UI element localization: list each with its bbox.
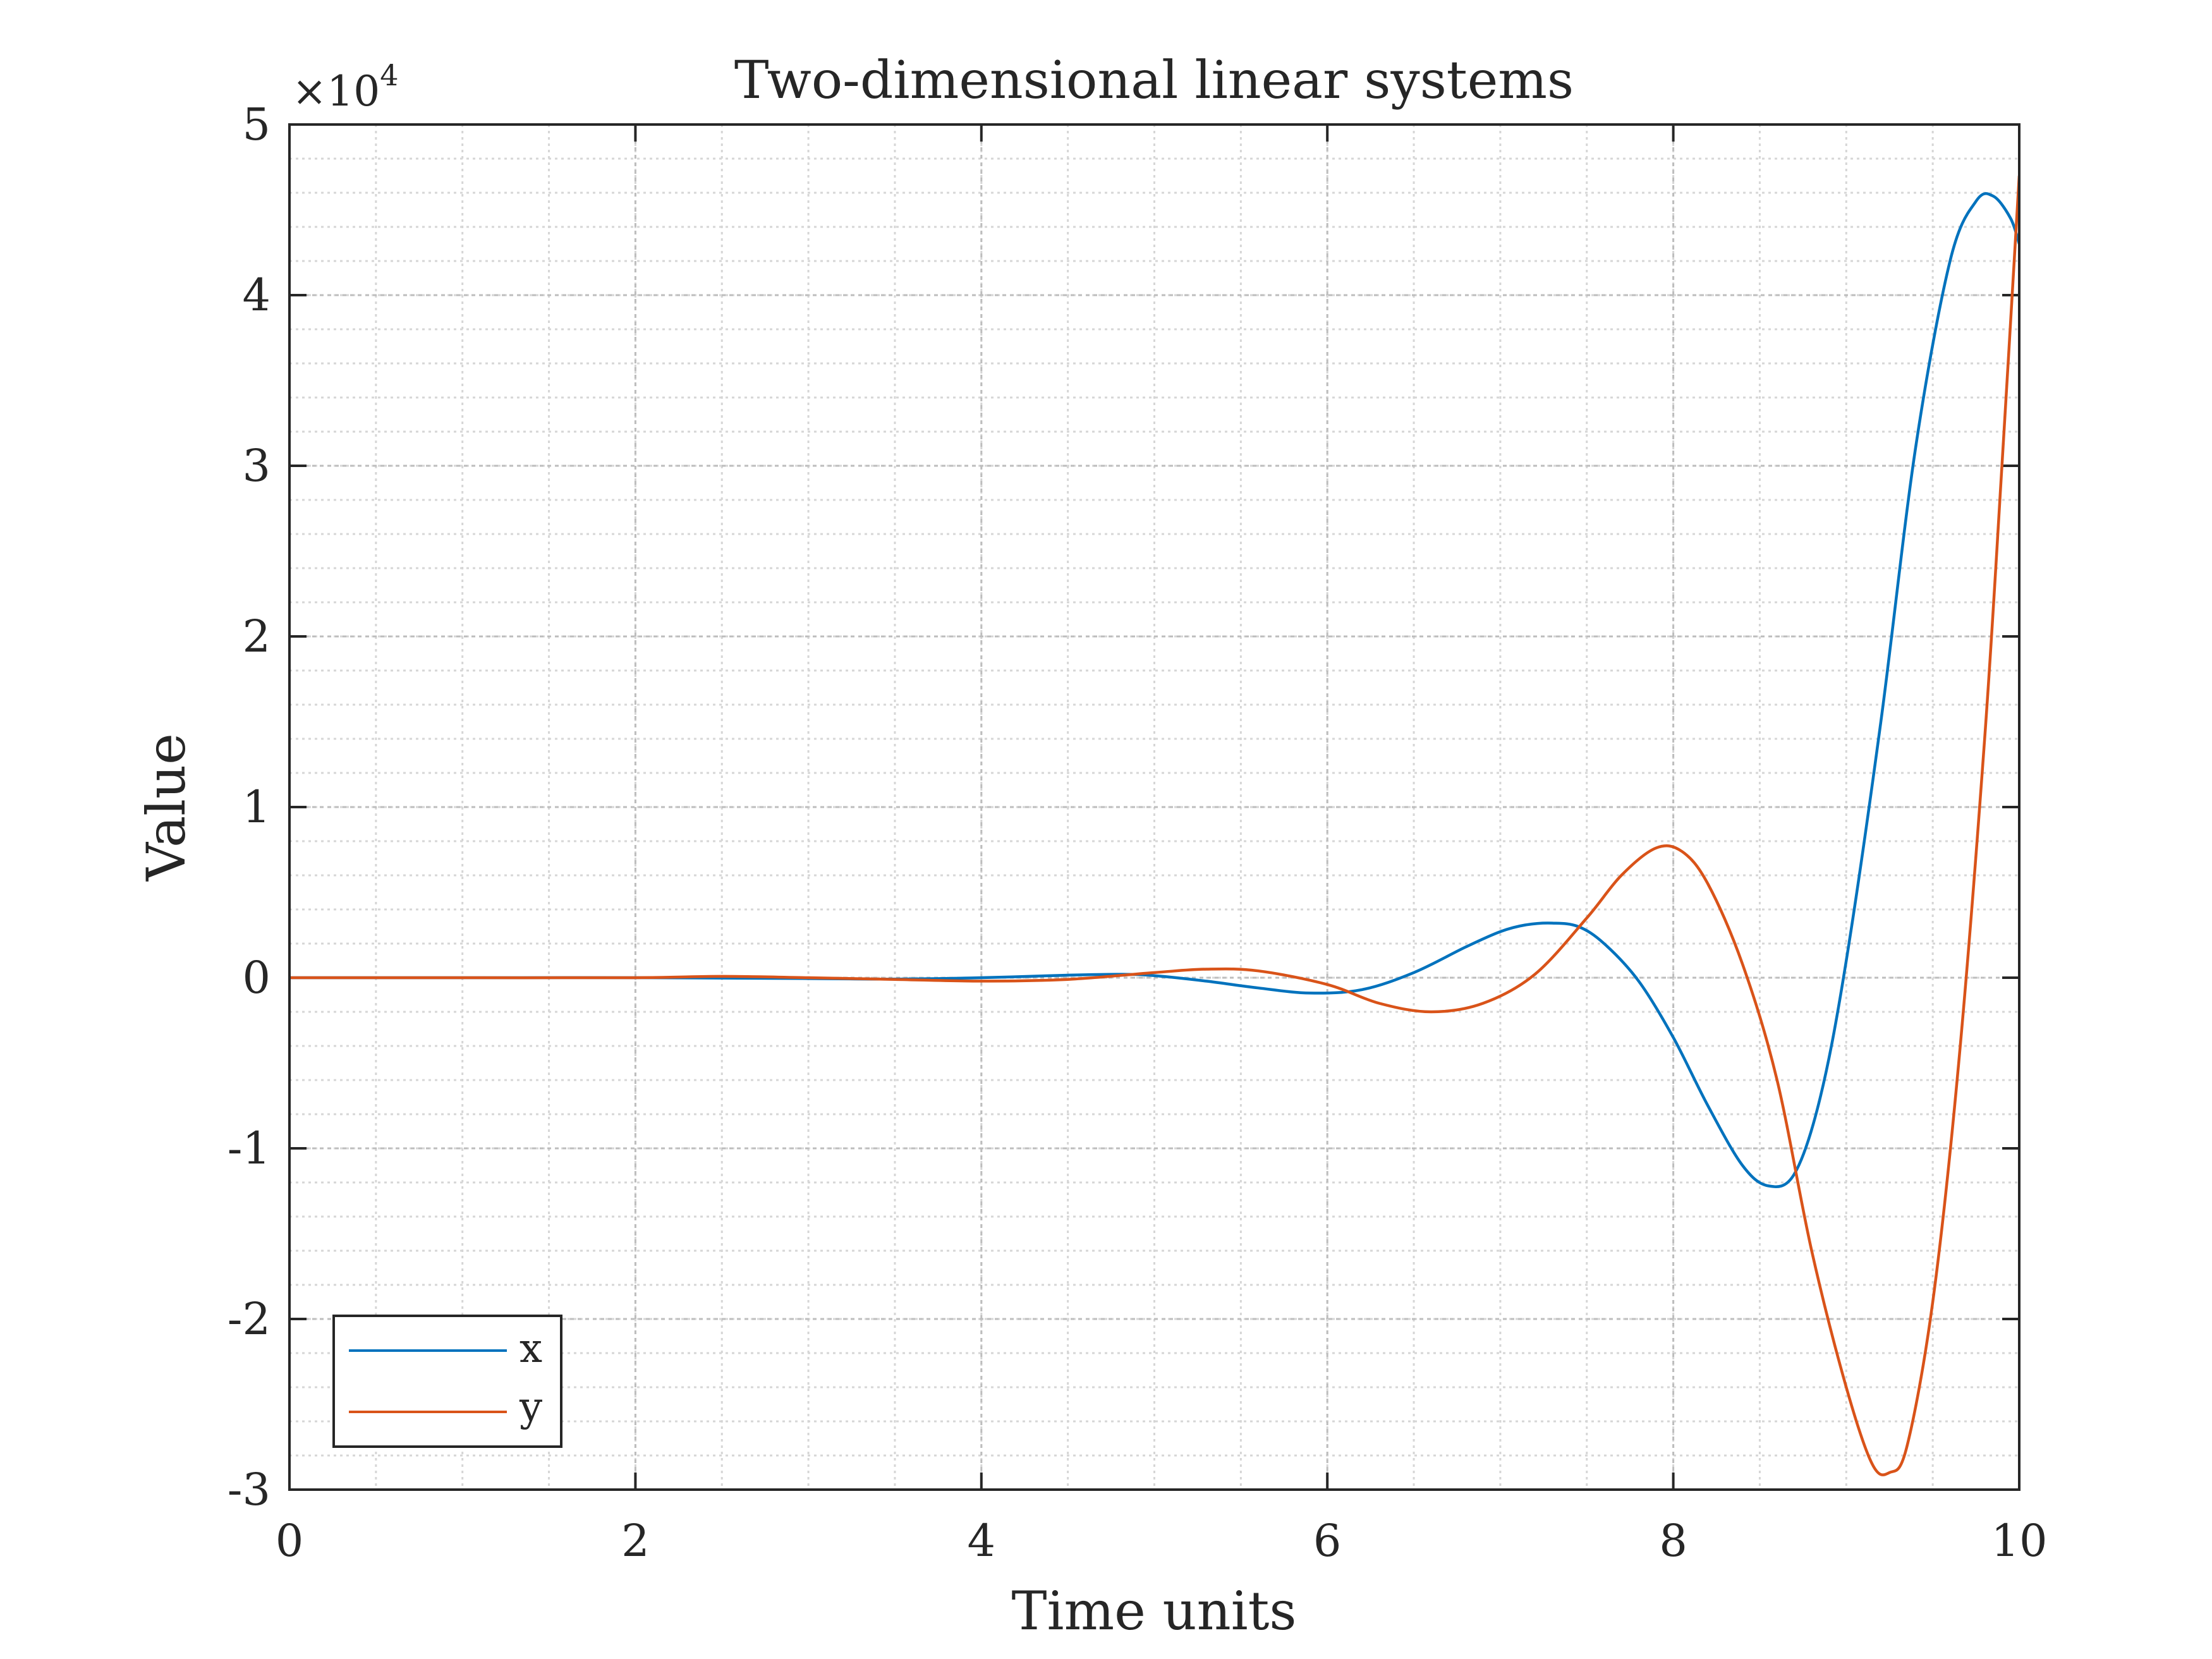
legend-label-y: y — [519, 1384, 542, 1431]
legend-box — [332, 1315, 562, 1448]
x-tick-label: 8 — [1659, 1515, 1687, 1567]
tick-labels: 0 2 4 6 8 10 -3 -2 -1 0 1 2 3 4 5 — [228, 99, 2048, 1567]
legend-label-x: x — [520, 1325, 542, 1372]
plot-frame — [288, 123, 2021, 1491]
y-tick-label: 4 — [242, 269, 270, 321]
y-tick-label: 1 — [242, 781, 270, 833]
multiplier-base: ×10 — [292, 67, 380, 116]
chart-title: Two-dimensional linear systems — [734, 51, 1574, 111]
y-tick-label: 0 — [242, 952, 270, 1004]
series-line-y — [289, 175, 2019, 1476]
multiplier-exponent: 4 — [380, 58, 398, 92]
x-tick-label: 4 — [968, 1515, 996, 1567]
y-tick-label: -3 — [228, 1464, 270, 1516]
y-tick-label: 3 — [242, 440, 270, 492]
y-tick-label: 5 — [242, 99, 270, 150]
x-tick-label: 2 — [621, 1515, 650, 1567]
y-tick-label: -2 — [228, 1293, 270, 1345]
grid — [289, 125, 2019, 1490]
x-tick-label: 6 — [1313, 1515, 1342, 1567]
x-tick-label: 10 — [1991, 1515, 2047, 1567]
y-tick-label: -1 — [228, 1122, 270, 1174]
x-tick-label: 0 — [276, 1515, 304, 1567]
y-axis-multiplier: ×104 — [292, 58, 399, 116]
y-axis-title: Value — [135, 733, 197, 882]
y-tick-label: 2 — [242, 611, 270, 662]
svg-text:×104: ×104 — [292, 58, 399, 116]
x-axis-title: Time units — [1012, 1580, 1297, 1642]
series-lines — [289, 175, 2019, 1476]
legend: x y — [332, 1315, 562, 1448]
